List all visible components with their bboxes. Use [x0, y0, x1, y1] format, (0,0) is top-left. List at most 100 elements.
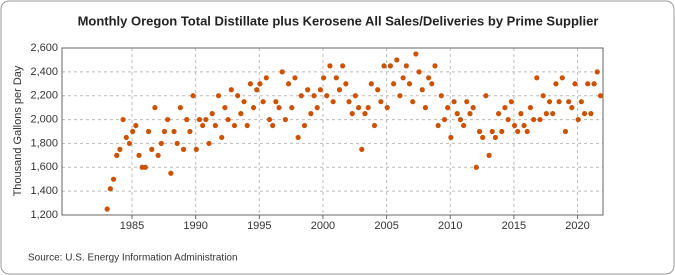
point — [292, 75, 298, 81]
point — [429, 81, 435, 87]
point — [184, 116, 190, 123]
point — [346, 99, 352, 105]
y-tick-label: 1,600 — [30, 161, 58, 173]
point — [359, 146, 365, 152]
chart-title: Monthly Oregon Total Distillate plus Ker… — [78, 13, 599, 28]
point — [174, 140, 180, 147]
point — [384, 105, 390, 111]
point — [324, 93, 330, 99]
x-tick-label: 2020 — [565, 220, 589, 232]
point — [130, 128, 136, 135]
point — [473, 164, 479, 170]
point — [225, 116, 231, 123]
point — [464, 99, 470, 105]
point — [295, 134, 301, 141]
point — [581, 111, 588, 117]
x-tick-label: 1995 — [247, 220, 271, 232]
point — [222, 105, 228, 111]
point — [219, 134, 225, 141]
point — [206, 140, 212, 147]
point — [142, 164, 148, 170]
point — [461, 122, 467, 129]
point — [451, 99, 457, 105]
point — [196, 116, 203, 123]
point — [279, 69, 285, 75]
x-tick-label: 2010 — [438, 220, 462, 232]
point — [276, 105, 282, 111]
point — [486, 152, 492, 158]
point — [387, 63, 394, 69]
point — [597, 93, 604, 99]
point — [301, 122, 308, 129]
point — [492, 134, 499, 141]
point — [145, 128, 152, 135]
point — [349, 111, 355, 117]
point — [543, 111, 549, 117]
point — [365, 105, 371, 111]
point — [556, 99, 562, 105]
point — [400, 75, 406, 81]
point — [378, 99, 384, 105]
point — [505, 116, 511, 123]
point — [578, 99, 584, 105]
point — [454, 111, 460, 117]
point — [215, 93, 222, 99]
point — [289, 105, 295, 111]
plot-frame — [61, 47, 604, 216]
point — [426, 75, 432, 81]
point — [330, 99, 336, 105]
point — [594, 69, 600, 75]
point — [193, 146, 199, 152]
point — [352, 93, 359, 99]
point — [355, 105, 362, 111]
point — [120, 116, 126, 123]
point — [476, 128, 483, 135]
point — [572, 81, 578, 87]
point — [448, 134, 454, 141]
point — [483, 93, 489, 99]
point — [254, 87, 260, 93]
point — [327, 63, 333, 69]
point — [381, 63, 387, 69]
point — [410, 99, 416, 105]
point — [375, 87, 381, 93]
point — [502, 105, 508, 111]
point — [527, 105, 534, 111]
point — [212, 122, 218, 129]
point — [200, 122, 206, 129]
point — [244, 122, 250, 129]
point — [123, 134, 129, 141]
point — [270, 122, 276, 129]
point — [362, 111, 368, 117]
point — [553, 81, 559, 87]
point — [480, 134, 486, 141]
point — [171, 128, 177, 135]
point — [499, 128, 505, 135]
point — [550, 111, 556, 117]
point — [441, 116, 448, 123]
point — [422, 105, 429, 111]
point — [308, 111, 314, 117]
point — [585, 81, 591, 87]
point — [155, 152, 161, 158]
point — [534, 75, 540, 81]
point — [394, 57, 400, 63]
point — [209, 111, 215, 117]
point — [391, 81, 397, 87]
point — [273, 99, 279, 105]
point — [241, 99, 247, 105]
point — [114, 152, 120, 158]
point — [311, 93, 317, 99]
point — [540, 93, 546, 99]
y-tick-label: 1,200 — [30, 209, 58, 221]
point — [333, 75, 339, 81]
point — [511, 122, 518, 129]
point — [247, 81, 253, 87]
x-tick-label: 2005 — [374, 220, 398, 232]
point — [432, 63, 438, 69]
point — [438, 93, 444, 99]
x-tick-label: 1985 — [120, 220, 144, 232]
point — [397, 93, 403, 99]
point — [445, 105, 451, 111]
